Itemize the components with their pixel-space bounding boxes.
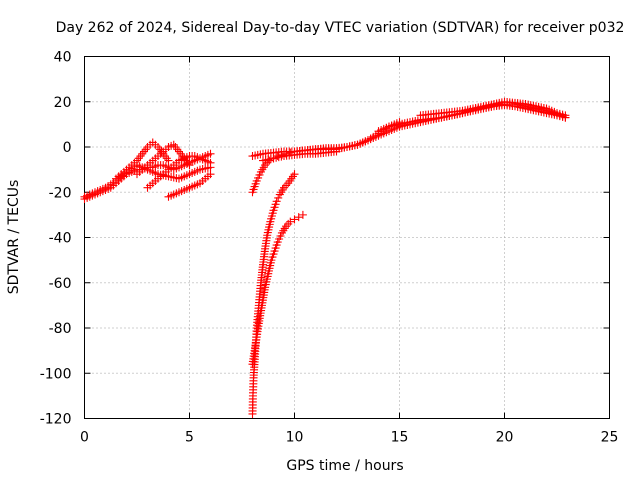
data-point-arc4 <box>185 161 194 170</box>
data-point-arc14 <box>561 111 570 120</box>
data-point-arc8 <box>286 217 295 226</box>
series-arc4 <box>133 140 194 179</box>
series-arc8 <box>248 210 307 369</box>
data-point-arc3 <box>164 156 173 165</box>
y-tick-label: -100 <box>40 366 72 382</box>
chart-title: Day 262 of 2024, Sidereal Day-to-day VTE… <box>56 20 625 36</box>
data-point-arc2 <box>118 171 127 180</box>
y-tick-label: -40 <box>49 231 72 247</box>
y-tick-label: -20 <box>49 185 72 201</box>
x-axis-label: GPS time / hours <box>286 458 403 474</box>
y-tick-label: -80 <box>49 321 72 337</box>
series-arc14 <box>416 97 570 120</box>
data-point-arc8 <box>298 210 307 219</box>
data-points <box>80 97 570 418</box>
series-arc7 <box>248 170 299 418</box>
data-point-arc7 <box>290 170 299 179</box>
x-tick-label: 15 <box>391 430 409 446</box>
x-tick-label: 25 <box>601 430 619 446</box>
grid <box>84 56 610 419</box>
data-point-arc7 <box>272 197 281 206</box>
y-tick-label: -120 <box>40 412 72 428</box>
series-arc6 <box>164 170 215 201</box>
series-arc12 <box>374 100 570 136</box>
x-tick-label: 10 <box>286 430 304 446</box>
data-point-arc1 <box>206 149 215 158</box>
y-tick-label: 20 <box>54 95 72 111</box>
y-tick-label: 40 <box>54 50 72 66</box>
y-tick-label: 0 <box>63 140 72 156</box>
data-point-arc8 <box>294 213 303 222</box>
x-tick-label: 20 <box>496 430 514 446</box>
series-arc11 <box>259 147 341 165</box>
data-point-arc5 <box>206 158 215 167</box>
data-point-arc8 <box>290 215 299 224</box>
data-point-arc7 <box>274 193 283 202</box>
x-tick-label: 0 <box>80 430 89 446</box>
data-point-arc6 <box>206 170 215 179</box>
series-arc5 <box>143 152 215 192</box>
data-point-arc11 <box>332 147 341 156</box>
axis-ticks: 0 5 10 15 20 25 40 20 0 -20 -40 -60 -80 -100 -120 <box>40 50 619 446</box>
y-tick-label: -60 <box>49 276 72 292</box>
y-axis-label: SDTVAR / TECUs <box>6 180 22 295</box>
x-tick-label: 5 <box>185 430 194 446</box>
